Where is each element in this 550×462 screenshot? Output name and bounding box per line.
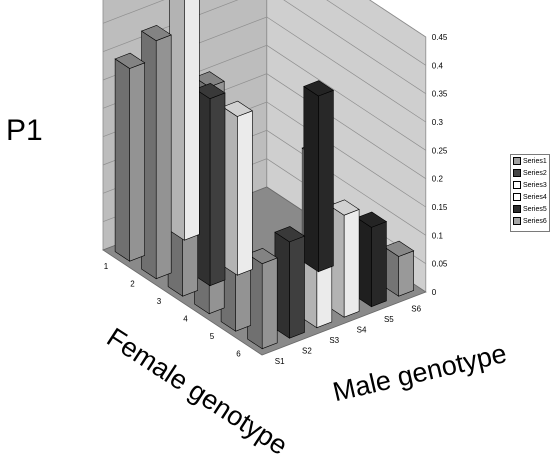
legend-swatch: [513, 193, 521, 201]
bar-face-top: [356, 211, 388, 228]
bar-series1-1: [114, 52, 146, 262]
bar-face-front: [398, 250, 415, 297]
bar-face-front: [318, 89, 334, 273]
male-tick-label: S4: [357, 325, 367, 334]
legend-label: Series3: [523, 181, 547, 189]
z-tick-label: 0.35: [432, 90, 448, 99]
male-tick-label: S3: [329, 336, 339, 345]
legend-label: Series6: [523, 217, 547, 225]
z-tick-label: 0.2: [432, 175, 444, 184]
legend-swatch: [513, 181, 521, 189]
bar-face-top: [140, 24, 172, 42]
bar-series2-6: [274, 226, 306, 339]
gridline: [369, 0, 426, 38]
legend-swatch: [513, 217, 521, 225]
female-tick-label: 1: [104, 262, 109, 271]
bar-face-front: [289, 235, 305, 339]
legend-label: Series5: [523, 205, 547, 213]
bar-face-side: [169, 0, 185, 241]
bar-series4-6: [328, 199, 360, 318]
bar-face-top: [114, 52, 146, 69]
z-tick-label: 0.3: [432, 118, 444, 127]
bar-face-front: [343, 208, 360, 318]
z-tick-label: 0: [432, 288, 437, 297]
legend-item: Series5: [511, 203, 549, 215]
chart-ticks: 0 0.05 0.1 0.15 0.2 0.25 0.3 0.35 0.4 0.45 1 2 3 4 5 6 S…: [104, 33, 448, 366]
chart-bars: [114, 0, 415, 350]
bar-face-top: [194, 82, 226, 100]
female-tick-label: 2: [130, 279, 135, 288]
male-tick-label: S2: [302, 346, 312, 355]
bar-face-front: [184, 0, 200, 241]
female-tick-label: 6: [236, 349, 241, 358]
bar-face-top: [328, 199, 360, 216]
bar-face-front: [261, 257, 278, 350]
bar-face-side: [114, 58, 130, 262]
female-tick-label: 4: [183, 314, 188, 323]
legend-label: Series2: [523, 169, 547, 177]
bar-face-front: [237, 110, 253, 276]
male-tick-label: S6: [411, 304, 421, 313]
bar-face-front: [371, 221, 387, 308]
chart-title: P1: [6, 114, 43, 147]
male-tick-label: S5: [384, 315, 394, 324]
z-tick-label: 0.15: [432, 203, 448, 212]
legend-item: Series6: [511, 215, 549, 227]
bar-series5-6: [356, 211, 388, 308]
z-tick-label: 0.1: [432, 231, 444, 240]
bar-series3-3: [222, 100, 253, 276]
bar-face-top: [222, 100, 253, 117]
bar-face-side: [303, 85, 319, 273]
gridline: [102, 0, 426, 66]
bar-series1-2: [140, 24, 172, 280]
legend-label: Series1: [523, 157, 547, 165]
bar-series1-6: [246, 247, 278, 350]
z-tick-label: 0.45: [432, 33, 448, 42]
bar-face-top: [303, 80, 335, 97]
legend-item: Series4: [511, 191, 549, 203]
legend-item: Series1: [511, 155, 549, 167]
z-tick-label: 0.25: [432, 146, 448, 155]
legend-swatch: [513, 157, 521, 165]
female-tick-label: 3: [157, 297, 162, 306]
legend-item: Series2: [511, 167, 549, 179]
bar-face-top: [274, 226, 306, 243]
male-tick-label: S1: [275, 357, 285, 366]
legend-swatch: [513, 205, 521, 213]
bar-series2-3: [194, 82, 226, 287]
legend-label: Series4: [523, 193, 547, 201]
legend-item: Series3: [511, 179, 549, 191]
bar-series5-4: [303, 80, 335, 273]
z-tick-label: 0.4: [432, 61, 444, 70]
bar-face-front: [209, 92, 226, 287]
bar-face-front: [129, 62, 145, 262]
bar-series6-6: [383, 240, 415, 297]
legend: Series1 Series2 Series3 Series4 Series5 Serie…: [510, 154, 550, 232]
bar-face-top: [383, 240, 415, 257]
bar-series3-1: [169, 0, 200, 241]
female-tick-label: 5: [210, 332, 215, 341]
chart-3d-bar: 0 0.05 0.1 0.15 0.2 0.25 0.3 0.35 0.4 0.45 1 2 3 4 5 6 S…: [102, 0, 448, 366]
z-tick-label: 0.05: [432, 260, 448, 269]
bar-face-front: [155, 34, 172, 280]
legend-swatch: [513, 169, 521, 177]
